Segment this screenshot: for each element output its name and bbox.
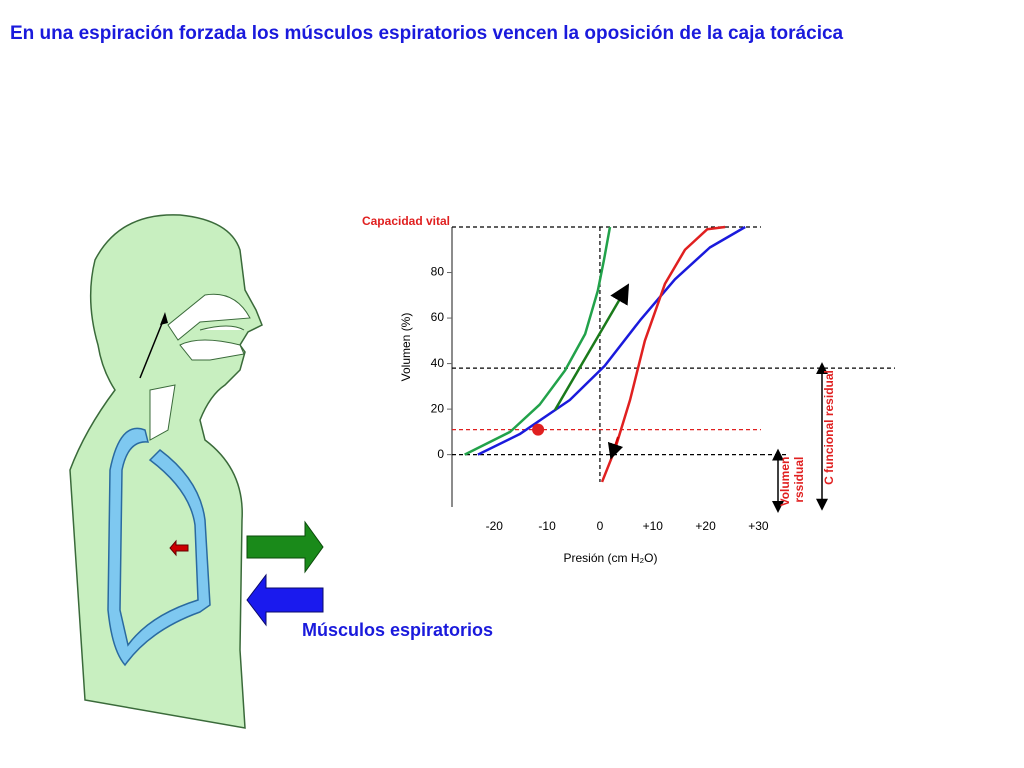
muscle-label: Músculos espiratorios bbox=[302, 620, 493, 640]
y-tick-label: 20 bbox=[431, 401, 445, 415]
x-tick-label: 0 bbox=[597, 519, 604, 533]
air-arrow-head bbox=[160, 312, 168, 325]
bracket-label: Volumen bbox=[778, 457, 792, 507]
curve bbox=[477, 225, 746, 456]
blue-arrow bbox=[246, 573, 324, 627]
y-axis-label: Volumen (%) bbox=[399, 313, 413, 382]
title-line: En una espiración forzada los músculos e… bbox=[10, 23, 844, 44]
y-tick-label: 40 bbox=[431, 356, 445, 370]
red-arrow bbox=[169, 539, 189, 557]
x-tick-label: +20 bbox=[695, 519, 716, 533]
bracket-label: rssidual bbox=[792, 457, 806, 503]
reference-label: Capacidad vital bbox=[362, 214, 450, 228]
mouth bbox=[179, 325, 245, 361]
red-arrow bbox=[607, 436, 624, 460]
y-tick-label: 80 bbox=[431, 265, 445, 279]
chart: 0 20 40 60 80 -20 -10 0 +10 +20 +30 Volumen (%) Pres… bbox=[362, 214, 895, 565]
x-tick-label: -20 bbox=[486, 519, 504, 533]
nasal-cavity bbox=[167, 293, 251, 341]
x-tick-label: -10 bbox=[538, 519, 556, 533]
bracket-label: C funcional residual bbox=[822, 370, 836, 485]
point bbox=[532, 423, 545, 436]
trachea bbox=[149, 384, 176, 441]
green-arrow bbox=[246, 520, 324, 574]
x-tick-label: +30 bbox=[748, 519, 769, 533]
green-arrow bbox=[553, 283, 630, 411]
y-tick-label: 60 bbox=[431, 310, 445, 324]
body-figure bbox=[69, 214, 263, 729]
y-tick-label: 0 bbox=[437, 447, 444, 461]
x-axis-label: Presión (cm H₂O) bbox=[563, 551, 657, 565]
lung bbox=[107, 427, 211, 667]
curve bbox=[464, 226, 612, 456]
curve bbox=[600, 225, 726, 483]
air-arrow bbox=[139, 315, 166, 379]
x-tick-label: +10 bbox=[643, 519, 664, 533]
